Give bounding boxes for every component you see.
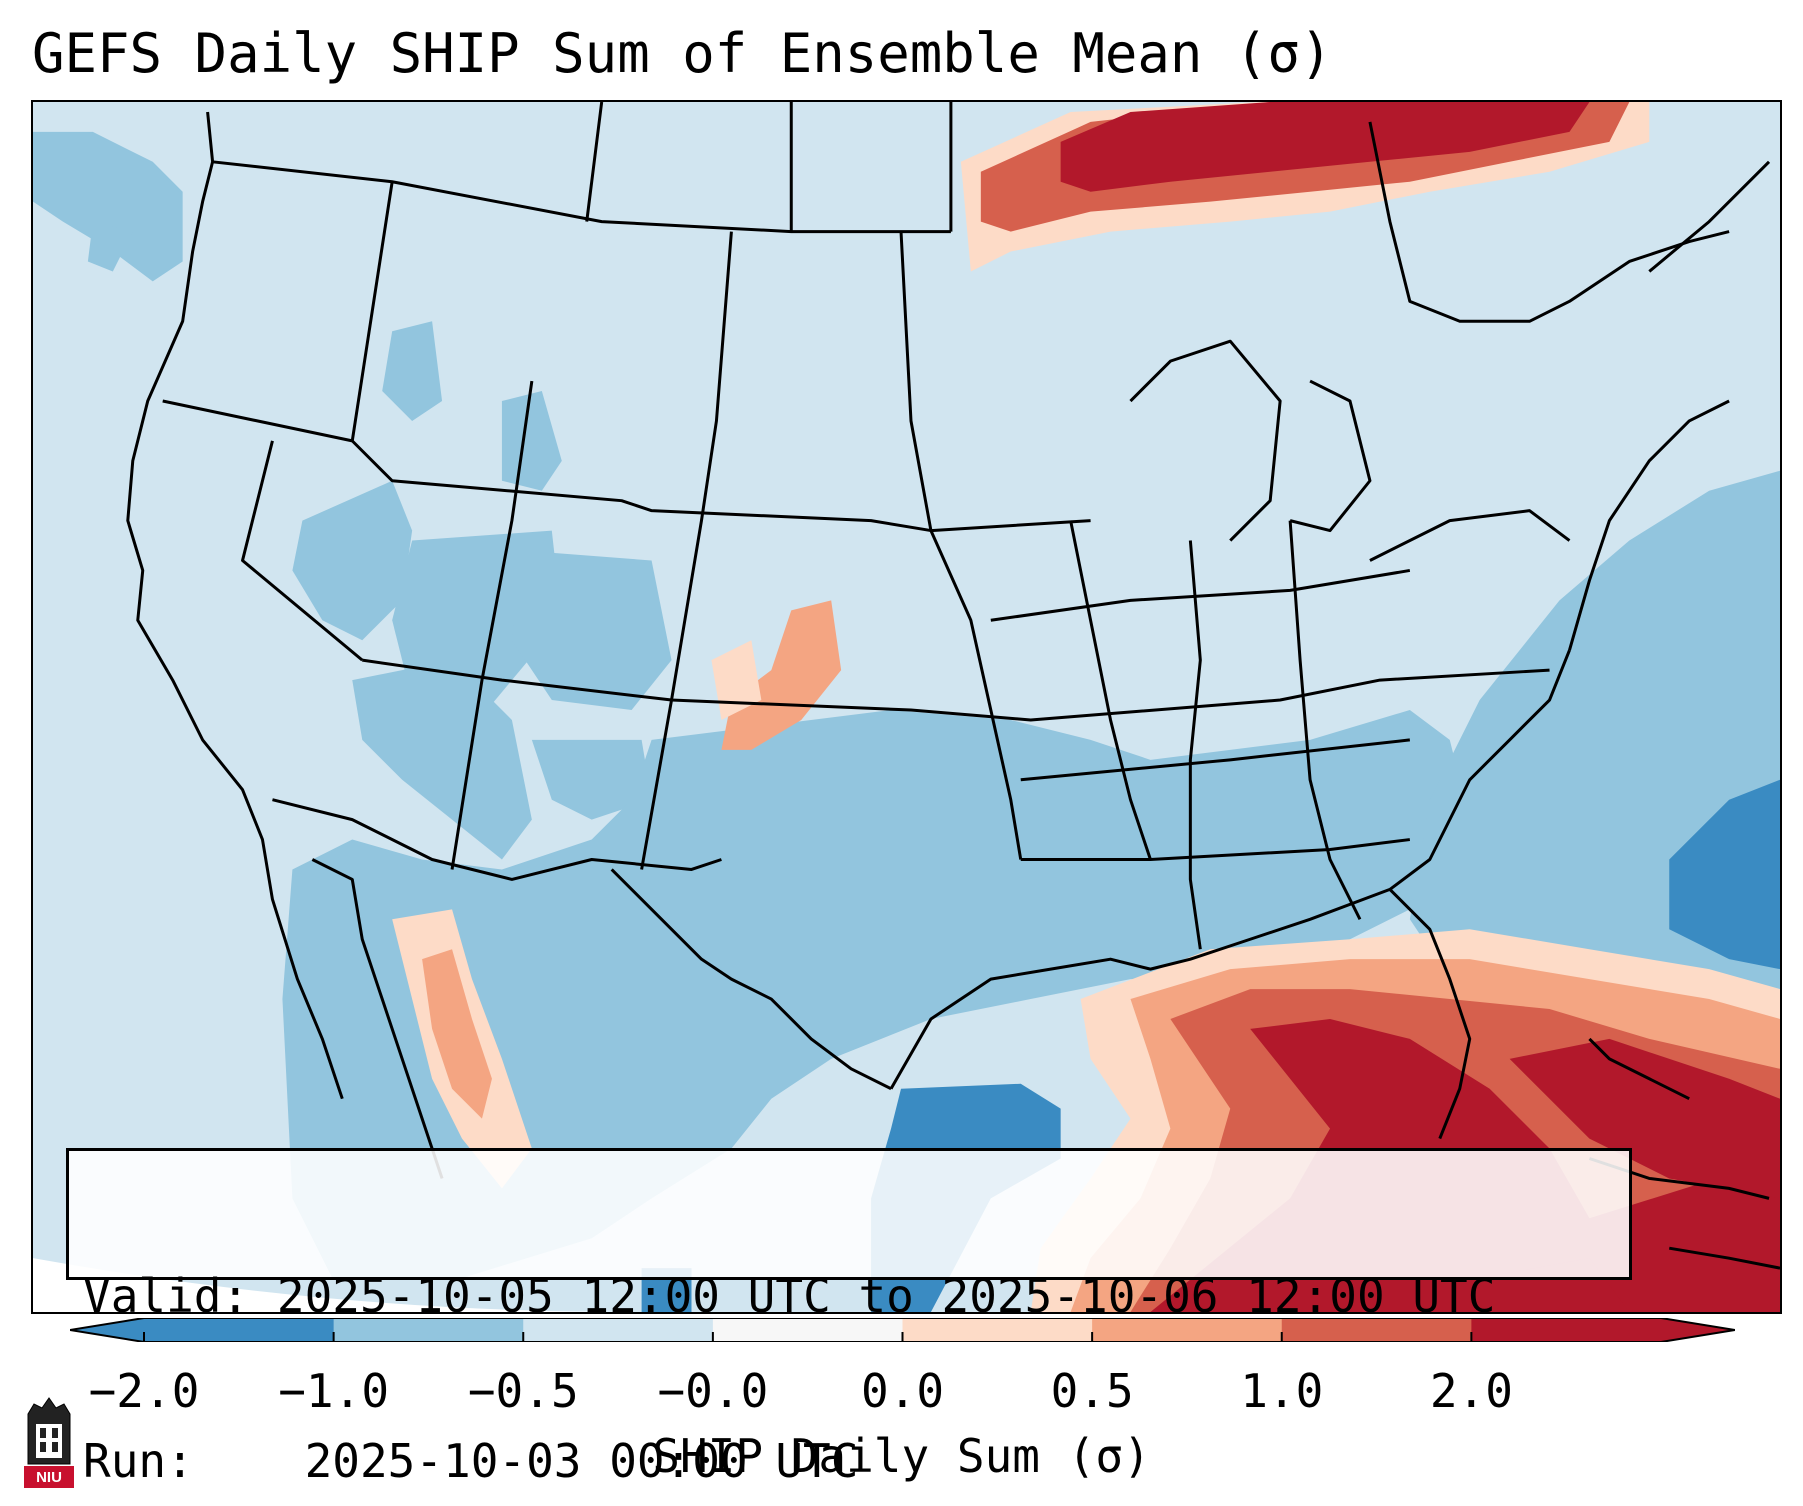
colorbar-segment xyxy=(333,1318,524,1342)
map-panel xyxy=(31,100,1782,1314)
anomaly-patch-south-central xyxy=(282,709,1470,1279)
colorbar-segments xyxy=(70,1318,1735,1342)
border-row-5 xyxy=(990,568,1411,622)
great-lakes-west xyxy=(1129,339,1282,542)
border-col-9 xyxy=(1069,520,1152,860)
maine-coast xyxy=(1648,160,1771,273)
florida-coast xyxy=(1388,888,1472,1140)
logo-text: NIU xyxy=(36,1469,62,1486)
anomaly-patch-kansas-light xyxy=(711,640,762,720)
colorbar xyxy=(70,1318,1735,1342)
great-lakes-mid xyxy=(1289,379,1372,533)
colorbar-extend-high xyxy=(1661,1318,1735,1342)
border-row-2 xyxy=(362,658,1550,722)
canada-east-border xyxy=(1368,121,1730,323)
border-row-4 xyxy=(1020,738,1411,782)
valid-label: Valid: xyxy=(83,1269,250,1323)
projection-edge-left xyxy=(33,1258,632,1312)
anomaly-patch-kansas-pos xyxy=(721,600,842,750)
hispaniola-outline xyxy=(1669,1246,1780,1270)
anomaly-patch-pacific-nw xyxy=(33,131,183,282)
colorbar-segment xyxy=(523,1318,714,1342)
valid-value: 2025-10-05 12:00 UTC to 2025-10-06 12:00… xyxy=(276,1269,1496,1323)
boundaries xyxy=(126,102,1771,1179)
map-svg xyxy=(33,102,1780,1312)
colorbar-tick-label: −0.0 xyxy=(657,1364,769,1418)
atlantic-coastline xyxy=(1568,399,1730,651)
anomaly-band-canada-strong xyxy=(1060,102,1590,192)
anomaly-patch-arizona xyxy=(352,660,532,860)
niu-logo-icon xyxy=(24,1397,74,1488)
anomaly-patch-colorado xyxy=(511,550,672,710)
colorbar-segment xyxy=(144,1318,335,1342)
colorbar-segment xyxy=(1092,1318,1283,1342)
run-row: Run: 2025-10-03 00:00 UTC xyxy=(83,1434,1615,1489)
canada-border xyxy=(212,160,951,234)
anomaly-patch-new-mexico xyxy=(531,739,652,820)
rio-grande xyxy=(610,868,892,1091)
colorbar-extend-low xyxy=(70,1318,144,1342)
anomaly-patch-wyoming xyxy=(501,391,562,491)
anomaly-patch-atlantic-deep xyxy=(1669,779,1780,970)
border-col-8 xyxy=(241,440,364,662)
colorbar-segment xyxy=(902,1318,1093,1342)
border-row-3 xyxy=(1020,838,1411,861)
border-col-2 xyxy=(585,102,604,222)
colorbar-tick-label: −1.0 xyxy=(278,1364,390,1418)
map-title: GEFS Daily SHIP Sum of Ensemble Mean (σ) xyxy=(32,22,1333,85)
mex-border-west xyxy=(272,798,722,881)
valid-row: Valid: 2025-10-05 12:00 UTC to 2025-10-0… xyxy=(83,1269,1615,1324)
colorbar-label: SHIP Daily Sum (σ) xyxy=(652,1429,1151,1483)
anomaly-strip-mexico-mid xyxy=(422,949,492,1119)
run-label: Run: xyxy=(83,1434,194,1488)
colorbar-segment xyxy=(1471,1318,1662,1342)
border-col-10 xyxy=(1188,540,1202,950)
colorbar-tick-label: 0.5 xyxy=(1050,1364,1134,1418)
border-row-1 xyxy=(162,399,1091,533)
border-col-11 xyxy=(1288,520,1362,920)
gulf-coastline xyxy=(889,649,1571,1090)
colorbar-tick-label: 0.0 xyxy=(860,1364,945,1418)
anomaly-patch-pacific-nw-2 xyxy=(87,221,133,272)
anomaly-patch-idaho xyxy=(382,321,443,421)
validity-info-box: Valid: 2025-10-05 12:00 UTC to 2025-10-0… xyxy=(66,1148,1632,1488)
border-col-7 xyxy=(450,380,534,870)
border-col-6 xyxy=(899,231,1023,860)
west-coastline xyxy=(126,111,344,1100)
anomaly-patch-great-basin xyxy=(292,480,413,641)
colorbar-tick-label: −0.5 xyxy=(467,1364,579,1418)
baja-coast xyxy=(311,858,444,1179)
border-col-5 xyxy=(640,231,733,870)
colorbar-tick-label: −2.0 xyxy=(88,1364,200,1418)
colorbar-tick-label: 1.0 xyxy=(1240,1364,1324,1418)
anomaly-region-caribbean-max xyxy=(1509,1038,1780,1199)
run-value: 2025-10-03 00:00 UTC xyxy=(304,1434,859,1488)
bahamas-outline xyxy=(1588,1037,1690,1101)
great-lakes-east xyxy=(1369,509,1571,562)
colorbar-tick-label: 2.0 xyxy=(1429,1364,1513,1418)
border-col-1 xyxy=(350,181,394,442)
niu-logo: NIU xyxy=(20,1394,78,1490)
colorbar-segment xyxy=(712,1318,903,1342)
colorbar-segment xyxy=(1281,1318,1472,1342)
